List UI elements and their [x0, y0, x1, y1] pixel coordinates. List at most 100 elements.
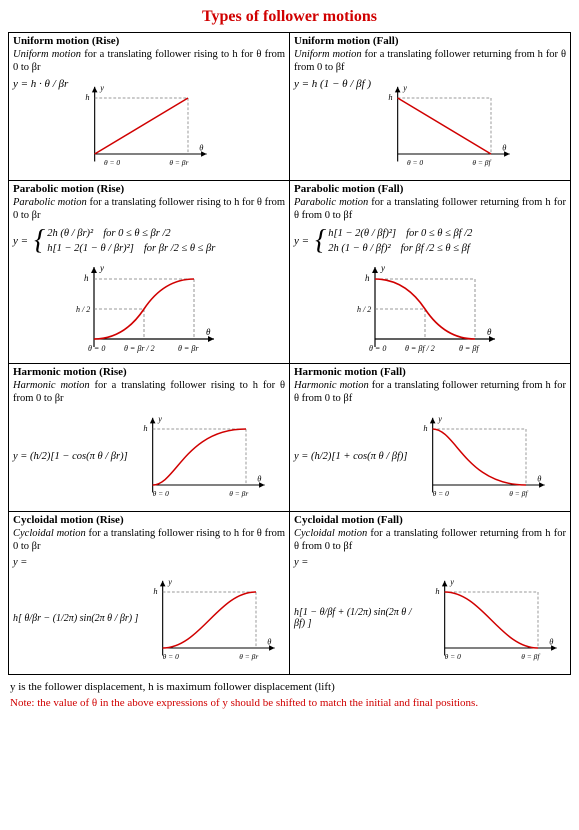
cell-title: Harmonic motion (Fall)	[294, 366, 566, 378]
cell-desc: Parabolic motion for a translating follo…	[294, 196, 566, 222]
svg-text:θ = βr: θ = βr	[178, 344, 199, 353]
cell-title: Parabolic motion (Rise)	[13, 183, 285, 195]
cell-title: Uniform motion (Fall)	[294, 35, 566, 47]
cell-uniform-fall: Uniform motion (Fall) Uniform motion for…	[290, 33, 571, 181]
svg-text:θ = 0: θ = 0	[152, 489, 168, 498]
svg-text:θ: θ	[537, 474, 541, 483]
svg-text:θ = βf / 2: θ = βf / 2	[405, 344, 435, 353]
svg-text:h: h	[84, 273, 89, 283]
svg-text:y: y	[99, 263, 104, 273]
footnote-definitions: y is the follower displacement, h is max…	[10, 681, 569, 693]
svg-text:θ = βr / 2: θ = βr / 2	[124, 344, 155, 353]
svg-text:θ = βf: θ = βf	[472, 158, 491, 167]
svg-text:θ: θ	[206, 327, 211, 337]
desc-lead: Parabolic motion	[13, 197, 87, 208]
piece-cond: for 0 ≤ θ ≤ βf /2	[406, 228, 472, 239]
svg-text:y: y	[100, 84, 105, 93]
svg-text:θ = 0: θ = 0	[88, 344, 105, 353]
cell-desc: Parabolic motion for a translating follo…	[13, 196, 285, 222]
equation-lead: y =	[13, 557, 285, 568]
svg-text:h / 2: h / 2	[76, 305, 90, 314]
svg-text:θ = 0: θ = 0	[407, 158, 423, 167]
cell-title: Harmonic motion (Rise)	[13, 366, 285, 378]
desc-lead: Uniform motion	[13, 49, 81, 60]
cell-harmonic-rise: Harmonic motion (Rise) Harmonic motion f…	[9, 363, 290, 511]
svg-text:y: y	[449, 578, 454, 587]
piece-cond: for βr /2 ≤ θ ≤ βr	[144, 243, 216, 254]
svg-text:y: y	[157, 414, 162, 423]
svg-text:θ = 0: θ = 0	[163, 652, 179, 661]
page-title: Types of follower motions	[8, 8, 571, 26]
svg-text:θ: θ	[199, 144, 203, 153]
svg-text:θ: θ	[268, 637, 272, 646]
svg-text:θ = βf: θ = βf	[459, 344, 480, 353]
cell-desc: Uniform motion for a translating followe…	[13, 48, 285, 74]
svg-text:h: h	[154, 587, 158, 596]
svg-text:h: h	[143, 424, 147, 433]
svg-text:θ = βr: θ = βr	[229, 489, 248, 498]
svg-text:y: y	[402, 84, 407, 93]
equation: y = (h/2)[1 − cos(π θ / βr)]	[13, 451, 128, 462]
cell-desc: Cycloidal motion for a translating follo…	[294, 527, 566, 553]
svg-text:h: h	[388, 93, 392, 102]
cell-cycloidal-fall: Cycloidal motion (Fall) Cycloidal motion…	[290, 511, 571, 674]
cell-cycloidal-rise: Cycloidal motion (Rise) Cycloidal motion…	[9, 511, 290, 674]
cell-title: Parabolic motion (Fall)	[294, 183, 566, 195]
cell-title: Uniform motion (Rise)	[13, 35, 285, 47]
cell-desc: Cycloidal motion for a translating follo…	[13, 527, 285, 553]
equation: h[ θ/βr − (1/2π) sin(2π θ / βr) ]	[13, 613, 138, 624]
desc-lead: Harmonic motion	[294, 380, 369, 391]
svg-text:h: h	[365, 273, 370, 283]
cell-uniform-rise: Uniform motion (Rise) Uniform motion for…	[9, 33, 290, 181]
svg-text:y: y	[168, 578, 173, 587]
svg-text:θ = βf: θ = βf	[509, 489, 528, 498]
cell-desc: Harmonic motion for a translating follow…	[294, 379, 566, 405]
chart-harmonic-rise: h y θ θ = 0 θ = βr	[134, 407, 274, 507]
desc-lead: Uniform motion	[294, 49, 362, 60]
cell-parabolic-rise: Parabolic motion (Rise) Parabolic motion…	[9, 181, 290, 363]
cell-desc: Uniform motion for a translating followe…	[294, 48, 566, 74]
chart-parabolic-rise: h h / 2 y θ θ = 0 θ = βr / 2 θ = βr	[13, 259, 285, 359]
cell-title: Cycloidal motion (Rise)	[13, 514, 285, 526]
piece-cond: for βf /2 ≤ θ ≤ βf	[401, 243, 470, 254]
main-grid: Uniform motion (Rise) Uniform motion for…	[8, 32, 571, 675]
svg-text:θ = 0: θ = 0	[104, 158, 120, 167]
cell-desc: Harmonic motion for a translating follow…	[13, 379, 285, 405]
svg-text:θ = 0: θ = 0	[445, 652, 461, 661]
svg-text:h: h	[86, 93, 90, 102]
piece-expr: h[1 − 2(θ / βf)²]	[328, 228, 396, 239]
footnote-note: Note: the value of θ in the above expres…	[10, 697, 569, 709]
svg-text:h / 2: h / 2	[357, 305, 371, 314]
chart-uniform-rise: h y θ θ = 0 θ = βr	[76, 76, 216, 176]
piece-cond: for 0 ≤ θ ≤ βr /2	[103, 228, 170, 239]
desc-lead: Cycloidal motion	[294, 528, 367, 539]
equation-lead: y =	[294, 557, 566, 568]
svg-text:θ = βf: θ = βf	[521, 652, 540, 661]
desc-lead: Harmonic motion	[13, 380, 90, 391]
equation: y = (h/2)[1 + cos(π θ / βf)]	[294, 451, 408, 462]
svg-text:y: y	[437, 414, 442, 423]
svg-text:θ = 0: θ = 0	[432, 489, 448, 498]
svg-text:θ: θ	[502, 144, 506, 153]
chart-parabolic-fall: h h / 2 y θ θ = 0 θ = βf / 2 θ = βf	[294, 259, 566, 359]
chart-harmonic-fall: h y θ θ = 0 θ = βf	[414, 407, 554, 507]
chart-uniform-fall: h y θ θ = 0 θ = βf	[379, 76, 519, 176]
piece-expr: 2h (1 − θ / βf)²	[328, 243, 390, 254]
svg-text:θ = 0: θ = 0	[369, 344, 386, 353]
svg-text:θ = βr: θ = βr	[170, 158, 189, 167]
cell-title: Cycloidal motion (Fall)	[294, 514, 566, 526]
equation-piecewise: y = { 2h (θ / βr)²for 0 ≤ θ ≤ βr /2 h[1 …	[13, 227, 285, 255]
equation: h[1 − θ/βf + (1/2π) sin(2π θ / βf) ]	[294, 607, 420, 629]
desc-lead: Cycloidal motion	[13, 528, 86, 539]
piece-expr: h[1 − 2(1 − θ / βr)²]	[47, 243, 134, 254]
svg-text:θ: θ	[549, 637, 553, 646]
cell-parabolic-fall: Parabolic motion (Fall) Parabolic motion…	[290, 181, 571, 363]
svg-text:h: h	[435, 587, 439, 596]
svg-text:θ = βr: θ = βr	[240, 652, 259, 661]
equation: y = h (1 − θ / βf )	[294, 78, 371, 90]
piece-expr: 2h (θ / βr)²	[47, 228, 93, 239]
svg-text:y: y	[380, 263, 385, 273]
equation-piecewise: y = { h[1 − 2(θ / βf)²]for 0 ≤ θ ≤ βf /2…	[294, 227, 566, 255]
cell-harmonic-fall: Harmonic motion (Fall) Harmonic motion f…	[290, 363, 571, 511]
svg-text:h: h	[423, 424, 427, 433]
